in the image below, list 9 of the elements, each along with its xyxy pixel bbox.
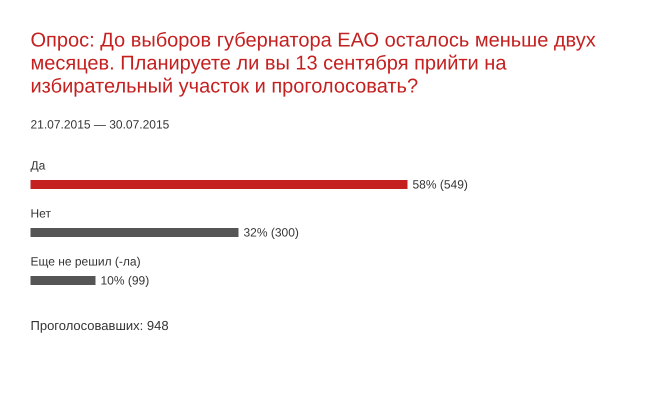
data-label: 10% (99) — [100, 274, 150, 288]
data-label: 58% (549) — [412, 178, 468, 192]
chart-title: Опрос: До выборов губернатора ЕАО осталось меньше двух месяцев. Планируете ли вы 13 сентября прийти на избирательный участок и проголосовать? — [30, 30, 596, 98]
y-tick-label: Еще не решил (-ла) — [30, 254, 141, 268]
text: Проголосовавших: 948 — [30, 318, 169, 333]
y-tick-label: Нет — [30, 206, 52, 220]
chart-subtitle: 21.07.2015 — 30.07.2015 — [30, 118, 170, 132]
y-tick-label: Да — [30, 158, 46, 172]
data-label: 32% (300) — [244, 226, 299, 240]
